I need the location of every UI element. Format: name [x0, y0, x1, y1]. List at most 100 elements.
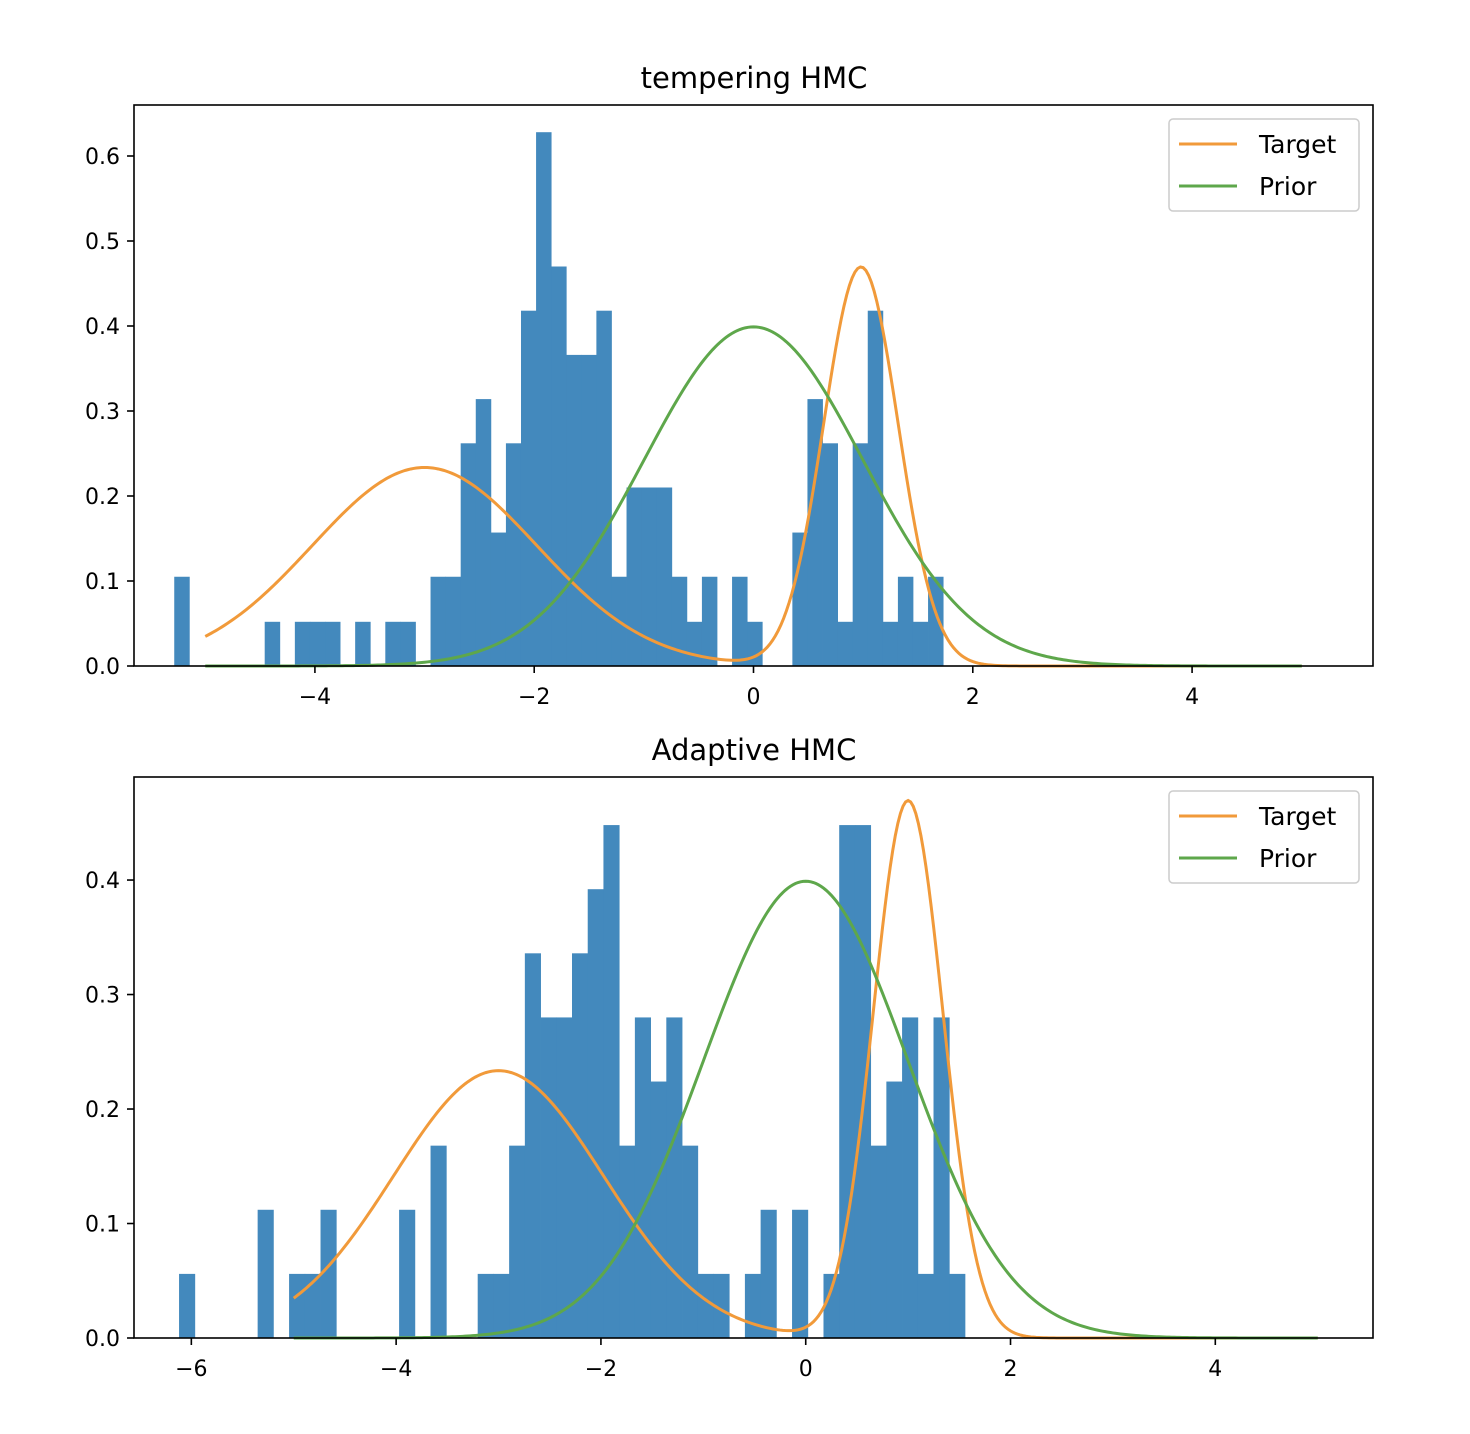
histogram-bar — [264, 621, 281, 666]
x-tick-label: 0 — [799, 1357, 813, 1382]
histogram-bar — [656, 487, 673, 666]
histogram-bar — [697, 1273, 714, 1338]
histogram-bar — [174, 576, 190, 666]
legend: Target Prior — [1168, 790, 1360, 884]
histogram-bars — [174, 132, 944, 666]
histogram-bar — [792, 532, 808, 666]
x-tick-label: −4 — [380, 1357, 412, 1382]
histogram-bars — [179, 825, 966, 1338]
histogram-bar — [792, 1209, 809, 1338]
y-tick-label: 0.2 — [85, 485, 120, 510]
histogram-bar — [897, 576, 914, 666]
histogram-bar — [713, 1273, 730, 1338]
histogram-bar — [490, 532, 507, 666]
chart-title: tempering HMC — [641, 61, 868, 95]
legend-box — [1168, 118, 1360, 212]
x-tick-label: −2 — [585, 1357, 617, 1382]
histogram-bar — [603, 825, 620, 1338]
histogram-bar — [475, 399, 492, 666]
x-tick-label: 2 — [1004, 1357, 1018, 1382]
chart-title: Adaptive HMC — [652, 733, 857, 767]
histogram-bar — [309, 621, 326, 666]
x-tick-label: −4 — [299, 685, 331, 710]
histogram-bar — [686, 621, 703, 666]
histogram-bar — [933, 1017, 950, 1338]
histogram-bar — [854, 825, 872, 1338]
x-tick-label: −6 — [175, 1357, 207, 1382]
y-tick-label: 0.1 — [85, 570, 120, 595]
histogram-bar — [294, 621, 311, 666]
histogram-bar — [445, 576, 462, 666]
histogram-bar — [837, 621, 854, 666]
density-curves — [204, 265, 1302, 668]
histogram-bar — [289, 1273, 306, 1338]
histogram-bar — [572, 953, 589, 1338]
x-tick-label: 2 — [966, 685, 980, 710]
histogram-bar — [587, 889, 604, 1338]
y-tick-label: 0.0 — [85, 655, 120, 680]
histogram-bar — [400, 621, 416, 666]
y-axis: 0.0 0.1 0.2 0.3 0.4 0.5 0.6 — [85, 145, 134, 680]
legend-label-prior: Prior — [1259, 172, 1317, 201]
chart-tempering-hmc: tempering HMC −4 −2 0 2 4 0.0 0.1 0.2 0.3 0.4 0.5… — [85, 61, 1374, 710]
histogram-bar — [744, 1273, 762, 1338]
y-tick-label: 0.5 — [85, 230, 120, 255]
histogram-bar — [509, 1145, 526, 1338]
histogram-bar — [886, 1081, 903, 1338]
histogram-bar — [520, 310, 537, 666]
histogram-bar — [540, 1017, 557, 1338]
histogram-bar — [732, 576, 748, 666]
y-tick-label: 0.6 — [85, 145, 120, 170]
histogram-bar — [671, 576, 688, 666]
histogram-bar — [430, 576, 447, 666]
legend-label-target: Target — [1258, 130, 1337, 159]
histogram-bar — [536, 132, 552, 666]
histogram-bar — [493, 1273, 510, 1338]
legend-label-target: Target — [1258, 802, 1337, 831]
histogram-bar — [882, 621, 899, 666]
histogram-bar — [556, 1017, 573, 1338]
legend-box — [1168, 790, 1360, 884]
histogram-bar — [912, 621, 929, 666]
histogram-bar — [257, 1209, 274, 1338]
histogram-bar — [596, 310, 612, 666]
histogram-bar — [430, 1145, 447, 1338]
histogram-bar — [626, 487, 643, 666]
histogram-bar — [619, 1145, 636, 1338]
chart-adaptive-hmc: Adaptive HMC −6 −4 −2 0 2 4 0.0 0.1 0.2 0.3 0.4 T… — [85, 733, 1374, 1382]
histogram-bar — [666, 1017, 683, 1338]
legend-label-prior: Prior — [1259, 844, 1317, 873]
histogram-bar — [823, 1273, 840, 1338]
histogram-bar — [701, 576, 718, 666]
histogram-bar — [839, 825, 856, 1338]
y-tick-label: 0.4 — [85, 315, 120, 340]
histogram-bar — [179, 1273, 196, 1338]
histogram-bar — [304, 1273, 321, 1338]
histogram-bar — [949, 1273, 966, 1338]
series-line-prior — [205, 325, 1302, 668]
histogram-bar — [650, 1081, 667, 1338]
histogram-bar — [902, 1017, 919, 1338]
histogram-bar — [566, 354, 582, 666]
histogram-bar — [505, 443, 522, 666]
y-tick-label: 0.1 — [85, 1213, 120, 1238]
x-axis: −4 −2 0 2 4 — [299, 666, 1199, 710]
histogram-bar — [760, 1209, 777, 1338]
x-tick-label: 0 — [747, 685, 761, 710]
y-tick-label: 0.2 — [85, 1098, 120, 1123]
histogram-bar — [524, 953, 541, 1338]
y-tick-label: 0.3 — [85, 400, 120, 425]
x-axis: −6 −4 −2 0 2 4 — [175, 1338, 1222, 1382]
histogram-bar — [551, 266, 567, 666]
histogram-bar — [320, 1209, 337, 1338]
legend: Target Prior — [1168, 118, 1360, 212]
y-tick-label: 0.3 — [85, 984, 120, 1009]
histogram-bar — [822, 443, 838, 666]
plot-frame — [133, 776, 1374, 1339]
histogram-bar — [870, 1145, 887, 1338]
histogram-bar — [385, 621, 401, 666]
histogram-bar — [682, 1145, 699, 1338]
histogram-bar — [355, 621, 371, 666]
x-tick-label: 4 — [1185, 685, 1199, 710]
histogram-bar — [477, 1273, 494, 1338]
